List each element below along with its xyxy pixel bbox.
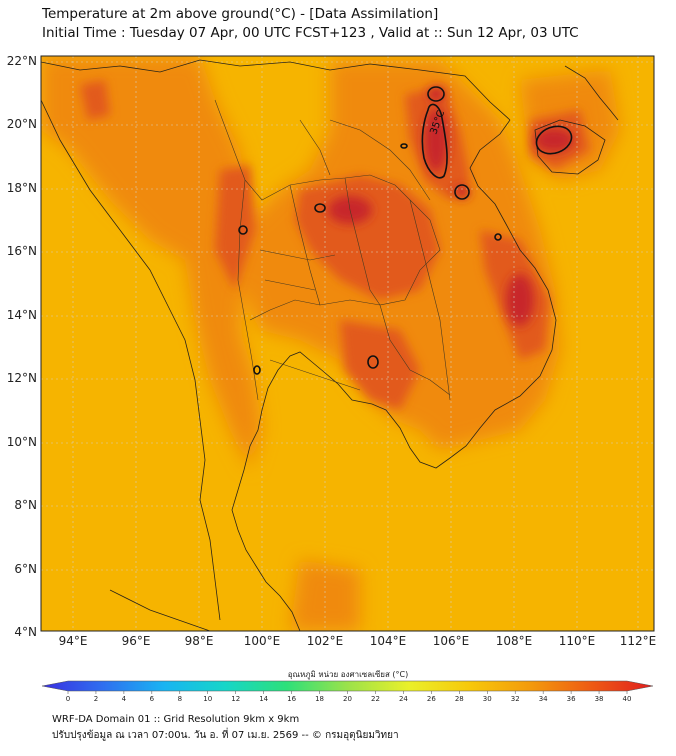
colorbar-tick-label: 12 — [231, 695, 240, 703]
lat-tick-label: 18°N — [7, 181, 37, 195]
footer-source-info: ปรับปรุงข้อมูล ณ เวลา 07:00น. วัน อ. ที่… — [52, 730, 399, 741]
lon-tick-label: 94°E — [59, 634, 88, 648]
colorbar-tick-label: 4 — [122, 695, 127, 703]
colorbar-tick-label: 34 — [539, 695, 548, 703]
colorbar-tick-label: 28 — [455, 695, 464, 703]
lat-tick-label: 20°N — [7, 117, 37, 131]
colorbar-ticks: 0 2 4 6 8 10 12 14 16 18 20 22 24 26 28 30 32 34 36 38 40 — [66, 691, 632, 703]
lon-tick-label: 98°E — [185, 634, 214, 648]
colorbar-tick-label: 2 — [94, 695, 98, 703]
colorbar-tick-label: 26 — [427, 695, 436, 703]
colorbar-tick-label: 8 — [178, 695, 182, 703]
colorbar-tick-label: 24 — [399, 695, 408, 703]
latitude-axis: 22°N 20°N 18°N 16°N 14°N 12°N 10°N 8°N 6… — [7, 54, 37, 639]
administrative-borders — [214, 99, 451, 401]
coastlines — [41, 59, 619, 631]
lat-tick-label: 12°N — [7, 371, 37, 385]
map-frame — [40, 55, 655, 632]
lon-tick-label: 112°E — [620, 634, 657, 648]
hottest-temperature-spots — [328, 87, 574, 326]
lon-tick-label: 100°E — [244, 634, 281, 648]
lat-tick-label: 16°N — [7, 244, 37, 258]
lat-tick-label: 14°N — [7, 308, 37, 322]
lon-tick-label: 102°E — [307, 634, 344, 648]
map-subtitle: Initial Time : Tuesday 07 Apr, 00 UTC FC… — [42, 25, 579, 41]
colorbar-scale — [41, 680, 654, 692]
footer-model-info: WRF-DA Domain 01 :: Grid Resolution 9km … — [52, 714, 300, 725]
colorbar-tick-label: 32 — [511, 695, 520, 703]
colorbar-tick-label: 30 — [483, 695, 492, 703]
colorbar-tick-label: 16 — [287, 695, 296, 703]
colorbar-tick-label: 20 — [343, 695, 352, 703]
colorbar-tick-label: 0 — [66, 695, 70, 703]
longitude-axis: 94°E 96°E 98°E 100°E 102°E 104°E 106°E 1… — [59, 634, 657, 648]
lon-tick-label: 110°E — [559, 634, 596, 648]
lon-tick-label: 96°E — [122, 634, 151, 648]
graticule-grid — [41, 56, 654, 631]
colorbar-tick-label: 18 — [315, 695, 324, 703]
colorbar: อุณหภูมิ หน่วย องศาเซลเซียส (°C) 0 2 4 6 8 10… — [41, 670, 654, 703]
colorbar-tick-label: 36 — [567, 695, 576, 703]
colorbar-tick-label: 22 — [371, 695, 380, 703]
lat-tick-label: 6°N — [14, 562, 37, 576]
lat-tick-label: 8°N — [14, 498, 37, 512]
lat-tick-label: 4°N — [14, 625, 37, 639]
lon-tick-label: 108°E — [496, 634, 533, 648]
lon-tick-label: 106°E — [433, 634, 470, 648]
lat-tick-label: 22°N — [7, 54, 37, 68]
colorbar-tick-label: 14 — [259, 695, 268, 703]
lat-tick-label: 10°N — [7, 435, 37, 449]
colorbar-tick-label: 38 — [595, 695, 604, 703]
map-title: Temperature at 2m above ground(°C) - [Da… — [42, 6, 439, 22]
colorbar-tick-label: 10 — [203, 695, 212, 703]
colorbar-tick-label: 40 — [623, 695, 632, 703]
colorbar-title: อุณหภูมิ หน่วย องศาเซลเซียส (°C) — [288, 670, 409, 680]
lon-tick-label: 104°E — [370, 634, 407, 648]
colorbar-tick-label: 6 — [150, 695, 155, 703]
map-plot-area: 35°C — [41, 56, 654, 631]
contours-35C — [238, 86, 573, 375]
